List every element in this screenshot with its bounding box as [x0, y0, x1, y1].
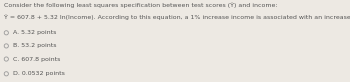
Text: Ŷ = 607.8 + 5.32 ln(Income). According to this equation, a 1% increase income is: Ŷ = 607.8 + 5.32 ln(Income). According t…	[4, 14, 350, 20]
Text: D. 0.0532 points: D. 0.0532 points	[13, 71, 65, 76]
Text: A. 5.32 points: A. 5.32 points	[13, 30, 57, 35]
Text: Consider the following least squares specification between test scores (Ŷ) and i: Consider the following least squares spe…	[4, 2, 278, 8]
Text: B. 53.2 points: B. 53.2 points	[13, 43, 57, 48]
Text: C. 607.8 points: C. 607.8 points	[13, 57, 61, 62]
